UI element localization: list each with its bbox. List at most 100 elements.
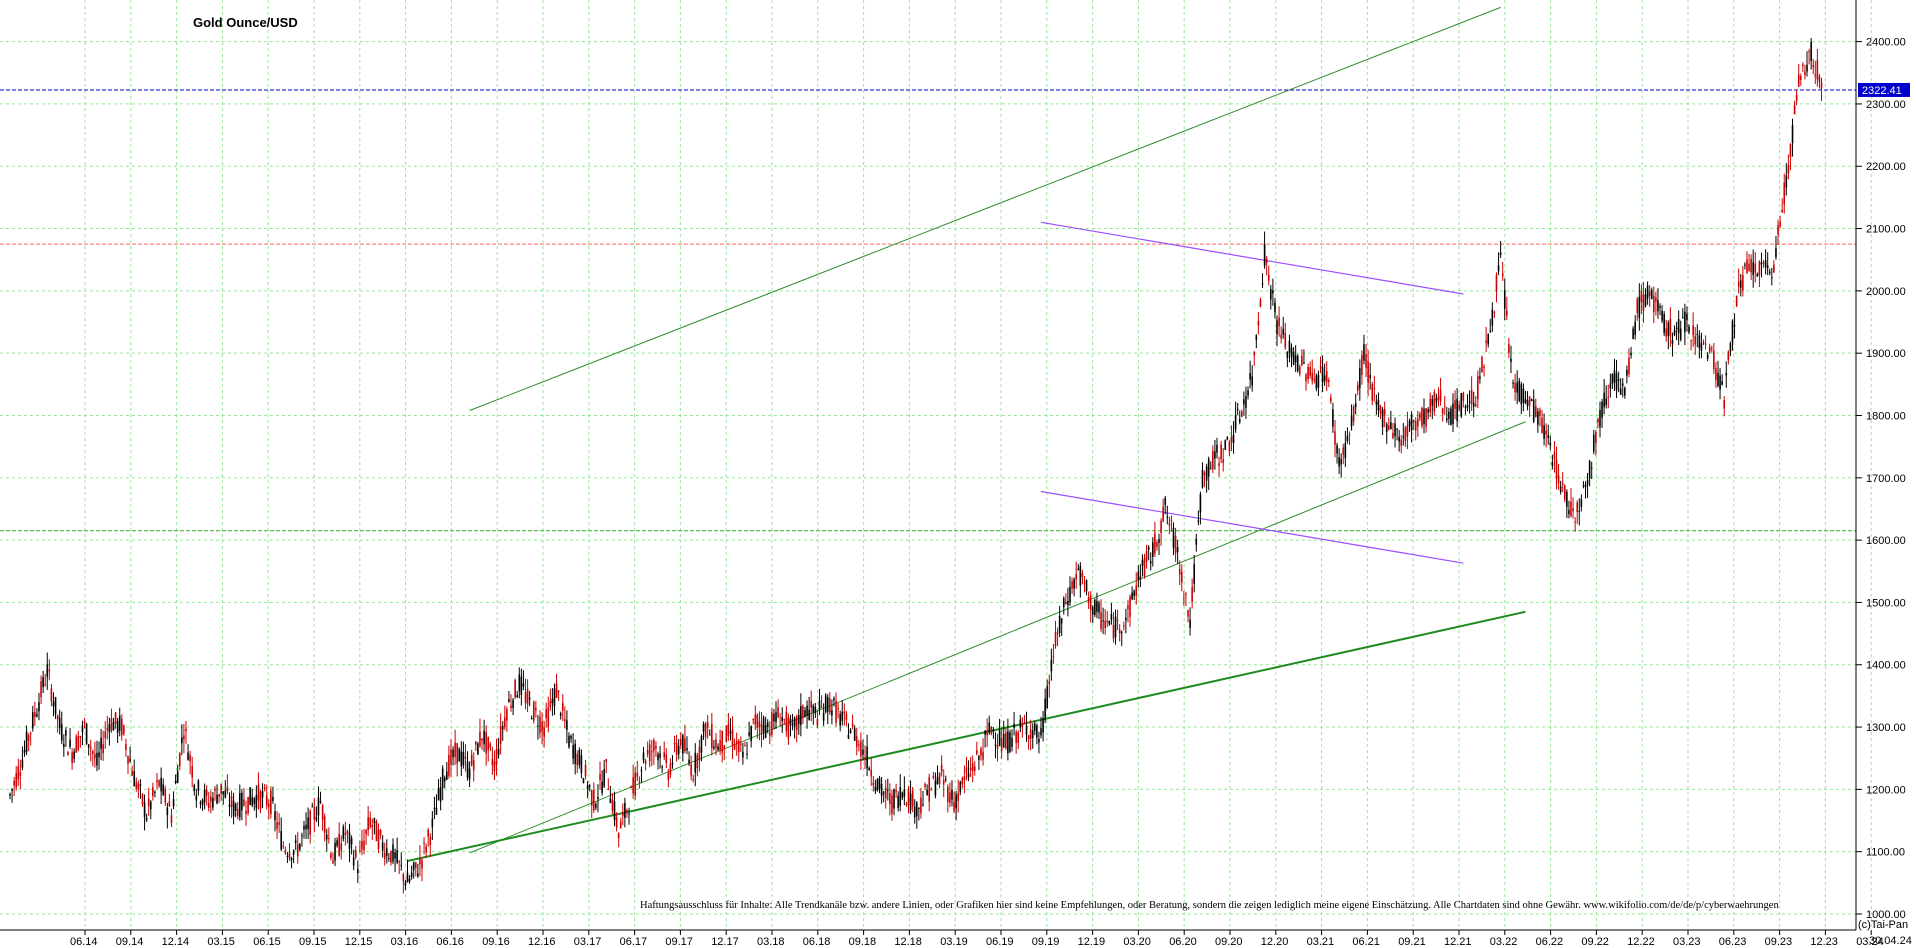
trendline-lower-channel xyxy=(469,421,1526,854)
candle-body xyxy=(1524,398,1527,404)
candle-body xyxy=(601,781,603,793)
candle-body xyxy=(684,738,686,752)
candle-body xyxy=(46,664,49,677)
candle-body xyxy=(990,726,993,734)
candle-body xyxy=(1725,372,1728,376)
candle-body xyxy=(1270,288,1272,300)
candle-body xyxy=(682,735,684,754)
candle-body xyxy=(1050,659,1053,672)
candle-body xyxy=(1388,425,1390,430)
x-tick-label: 12.16 xyxy=(528,936,556,948)
disclaimer-text: Haftungsausschluss für Inhalte: Alle Tre… xyxy=(640,900,1779,911)
candle-body xyxy=(545,709,548,718)
candle-body xyxy=(1236,408,1239,411)
candle-body xyxy=(1474,404,1477,406)
candle-body xyxy=(1346,436,1349,441)
candle-body xyxy=(433,807,436,809)
candle-body xyxy=(402,874,405,882)
candle-body xyxy=(760,724,763,735)
candle-body xyxy=(1154,533,1156,554)
y-tick-label: 1800.00 xyxy=(1866,410,1906,422)
candle-body xyxy=(1485,340,1487,343)
candle-body xyxy=(570,735,572,739)
candle-body xyxy=(338,833,340,856)
candle-body xyxy=(1296,356,1299,371)
date-label: 30.04.24 xyxy=(1869,935,1912,947)
candle-body xyxy=(1470,389,1473,404)
candle-body xyxy=(541,722,543,732)
candle-body xyxy=(1462,392,1465,401)
candle-body xyxy=(1570,501,1572,517)
candle-body xyxy=(104,731,107,739)
candle-body xyxy=(1816,60,1819,80)
candle-body xyxy=(1717,372,1719,387)
candle-body xyxy=(547,707,550,727)
candle-body xyxy=(564,719,566,722)
candle-body xyxy=(1218,463,1220,467)
candle-body xyxy=(429,836,432,846)
candle-body xyxy=(1046,686,1049,709)
candle-body xyxy=(1781,209,1783,213)
candle-body xyxy=(439,787,442,802)
candle-body xyxy=(986,729,988,736)
candle-body xyxy=(1286,351,1289,358)
x-tick-label: 03.21 xyxy=(1307,936,1335,948)
x-tick-label: 03.18 xyxy=(757,936,785,948)
candle-body xyxy=(1545,430,1547,435)
candle-body xyxy=(1677,319,1680,333)
candle-body xyxy=(858,744,860,746)
candle-body xyxy=(663,752,666,758)
candle-body xyxy=(294,840,297,844)
candle-body xyxy=(1164,497,1167,505)
candle-body xyxy=(1193,564,1196,584)
candle-body xyxy=(907,789,910,805)
candle-body xyxy=(470,754,473,766)
candle-body xyxy=(1605,398,1607,406)
candle-body xyxy=(915,802,918,817)
y-tick-label: 2400.00 xyxy=(1866,37,1906,49)
candle-body xyxy=(350,837,353,845)
candle-body xyxy=(174,781,177,784)
candle-body xyxy=(216,794,218,804)
x-tick-label: 12.20 xyxy=(1261,936,1289,948)
candle-body xyxy=(501,726,504,730)
y-tick-label: 1900.00 xyxy=(1866,348,1906,360)
candle-body xyxy=(808,709,810,721)
candle-body xyxy=(1768,271,1771,274)
candle-body xyxy=(775,712,777,723)
candle-body xyxy=(764,725,767,738)
candle-body xyxy=(659,753,661,758)
candle-body xyxy=(357,869,359,874)
candle-body xyxy=(321,805,324,820)
candle-body xyxy=(1414,421,1417,431)
candle-body xyxy=(708,734,711,736)
candle-body xyxy=(758,721,761,727)
candle-body xyxy=(835,700,837,723)
candle-body xyxy=(766,722,769,728)
candle-body xyxy=(1814,74,1817,77)
candle-body xyxy=(901,792,904,798)
candle-body xyxy=(1083,582,1086,584)
candle-body xyxy=(1301,355,1303,366)
candle-body xyxy=(971,763,974,772)
candle-body xyxy=(1588,461,1591,479)
candle-body xyxy=(1460,393,1463,417)
candle-body xyxy=(1315,375,1318,389)
candle-body xyxy=(1603,392,1605,408)
candle-body xyxy=(1054,631,1057,647)
candle-body xyxy=(1787,165,1790,174)
candle-body xyxy=(1601,401,1603,418)
candle-body xyxy=(373,818,376,824)
candle-body xyxy=(1580,499,1583,507)
candle-body xyxy=(199,802,202,804)
candle-body xyxy=(1408,420,1411,426)
candle-body xyxy=(642,752,645,761)
candle-body xyxy=(1139,576,1142,580)
candle-body xyxy=(719,740,721,751)
candle-body xyxy=(286,855,289,857)
x-tick-label: 12.17 xyxy=(711,936,739,948)
candle-body xyxy=(83,721,86,724)
candle-body xyxy=(1176,547,1179,553)
x-tick-label: 03.22 xyxy=(1490,936,1518,948)
